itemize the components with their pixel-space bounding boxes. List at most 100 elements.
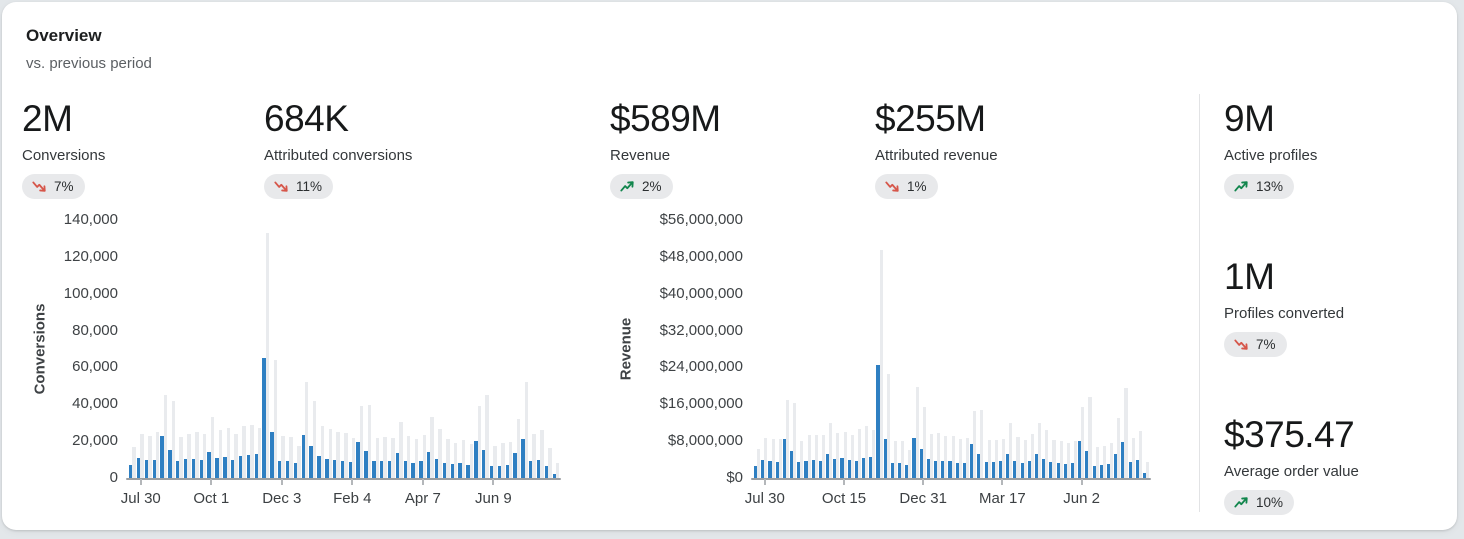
metric-attributed-revenue: $255M Attributed revenue 1%	[875, 99, 998, 199]
previous-bar	[1059, 441, 1063, 478]
bar-series	[129, 220, 560, 478]
current-bar	[1027, 460, 1031, 478]
delta-value: 10%	[1256, 495, 1284, 510]
previous-bar	[800, 441, 804, 478]
bar-pair	[238, 220, 247, 478]
bar-pair	[254, 220, 263, 478]
previous-bar	[1117, 418, 1121, 478]
bar-pair	[761, 220, 768, 478]
metric-value: $255M	[875, 98, 986, 139]
delta-value: 2%	[642, 179, 662, 194]
x-tick-label: Jun 2	[1063, 490, 1100, 507]
current-bar	[529, 461, 533, 478]
conversions-chart-plot-area[interactable]: Jul 30 Oct 1 Dec 3 Feb 4 Apr 7 Jun 9	[121, 220, 561, 507]
current-bar	[797, 461, 801, 478]
bar-pair	[481, 220, 490, 478]
current-bar	[1006, 453, 1010, 478]
bar-pair	[364, 220, 372, 478]
previous-bar	[1102, 445, 1106, 478]
previous-bar	[179, 437, 183, 478]
current-bar	[818, 460, 822, 478]
x-axis-line	[751, 478, 1151, 480]
x-tick-mark	[922, 479, 925, 485]
previous-bar	[469, 443, 474, 478]
current-bar	[1142, 473, 1147, 478]
previous-bar	[375, 438, 379, 478]
current-bar	[1099, 465, 1103, 478]
x-tick-label: Oct 1	[193, 490, 230, 507]
current-bar	[1070, 463, 1075, 478]
bar-pair	[1121, 220, 1128, 478]
y-tick-label: 20,000	[72, 432, 118, 450]
metric-label: Average order value	[1224, 463, 1359, 480]
current-bar	[768, 460, 772, 478]
current-bar	[168, 450, 172, 478]
bar-pair	[1092, 220, 1100, 478]
metric-average-order-value: $375.47 Average order value 10%	[1224, 415, 1359, 515]
previous-bar	[807, 435, 811, 478]
current-bar	[1078, 441, 1082, 478]
current-bar	[955, 462, 959, 478]
current-bar	[544, 466, 549, 478]
bar-pair	[458, 220, 466, 478]
current-bar	[474, 441, 478, 478]
bar-pair	[223, 220, 231, 478]
current-bar	[136, 457, 141, 478]
current-bar	[862, 457, 866, 478]
bar-pair	[129, 220, 137, 478]
previous-bar	[814, 435, 818, 478]
current-bar	[883, 438, 887, 478]
bar-pair	[199, 220, 208, 478]
current-bar	[998, 461, 1002, 478]
y-tick-label: $40,000,000	[659, 284, 743, 302]
current-bar	[898, 462, 902, 478]
previous-bar	[879, 249, 883, 478]
bar-pair	[1135, 220, 1143, 478]
bar-pair	[962, 220, 970, 478]
y-axis-tick-labels: 0 20,000 40,000 60,000 80,000 100,000 120,000 1…	[22, 211, 118, 486]
bar-pair	[152, 220, 161, 478]
metric-label: Conversions	[22, 147, 106, 164]
bar-pair	[1049, 220, 1056, 478]
previous-bar	[430, 417, 434, 478]
bar-pair	[926, 220, 934, 478]
bar-pair	[1056, 220, 1064, 478]
y-tick-label: $8,000,000	[667, 432, 743, 450]
trend-up-icon	[1234, 496, 1249, 509]
delta-badge: 1%	[875, 174, 938, 199]
current-bar	[826, 453, 830, 478]
previous-bar	[1124, 388, 1128, 478]
trend-down-icon	[885, 180, 900, 193]
current-bar	[1042, 458, 1046, 478]
x-tick-label: Apr 7	[404, 490, 441, 507]
metric-label: Active profiles	[1224, 147, 1318, 164]
previous-bar	[203, 433, 207, 478]
previous-bar	[532, 433, 536, 478]
bar-pair	[1034, 220, 1042, 478]
bar-pair	[905, 220, 912, 478]
previous-bar	[1023, 440, 1027, 478]
revenue-chart-plot-area[interactable]: Jul 30 Oct 15 Dec 31 Mar 17 Jun 2	[745, 220, 1151, 507]
previous-bar	[383, 437, 387, 478]
bar-pair	[948, 220, 955, 478]
previous-bar	[1002, 438, 1006, 478]
bar-pair	[497, 220, 506, 478]
previous-bar	[922, 406, 926, 478]
previous-bar	[367, 405, 372, 478]
bar-pair	[332, 220, 341, 478]
bar-pair	[230, 220, 239, 478]
current-bar	[254, 454, 258, 478]
bar-pair	[1006, 220, 1013, 478]
previous-bar	[973, 411, 977, 478]
previous-bar	[915, 387, 919, 478]
bar-pair	[450, 220, 459, 478]
trend-up-icon	[620, 180, 635, 193]
previous-bar	[1095, 447, 1099, 478]
bar-pair	[215, 220, 223, 478]
current-bar	[876, 365, 880, 478]
previous-bar	[273, 360, 278, 478]
current-bar	[941, 460, 945, 478]
delta-value: 13%	[1256, 179, 1284, 194]
current-bar	[230, 459, 235, 478]
bar-pair	[1013, 220, 1020, 478]
